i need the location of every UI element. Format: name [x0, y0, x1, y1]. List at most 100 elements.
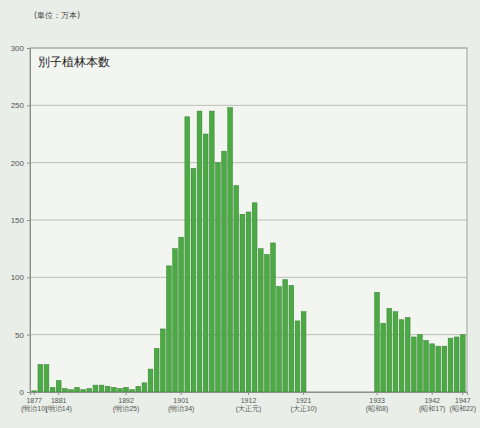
bar — [418, 335, 423, 392]
x-tick-mark — [58, 392, 59, 395]
x-tick: 1933(昭和8) — [366, 392, 389, 413]
bar — [295, 321, 300, 392]
y-tick: 150 — [11, 216, 30, 225]
y-tick-mark — [27, 163, 30, 164]
y-tick-mark — [27, 220, 30, 221]
grid-line — [30, 48, 467, 49]
bar — [87, 389, 92, 392]
x-tick-mark — [462, 392, 463, 395]
bar — [448, 338, 453, 392]
background — [0, 0, 480, 428]
bar — [75, 387, 80, 392]
x-tick-mark — [248, 392, 249, 395]
bar — [99, 385, 104, 392]
x-tick-label: 1933(昭和8) — [366, 397, 389, 413]
bar — [32, 391, 37, 392]
y-tick-mark — [27, 105, 30, 106]
x-tick: 1877(明治10) — [21, 392, 47, 413]
bar — [277, 287, 282, 392]
bar — [209, 111, 214, 392]
bar — [160, 329, 165, 392]
bar — [50, 387, 55, 392]
y-tick-mark — [27, 48, 30, 49]
x-tick-mark — [432, 392, 433, 395]
bar — [234, 186, 239, 392]
bar — [460, 335, 465, 392]
grid — [30, 48, 467, 392]
x-tick: 1901(明治34) — [168, 392, 194, 413]
x-tick-label: 1881(明治14) — [45, 397, 71, 413]
bar — [81, 390, 86, 392]
y-tick: 250 — [11, 101, 30, 110]
grid-line — [30, 162, 467, 163]
title: 別子植林本数 — [38, 55, 110, 69]
y-axis-title: (単位：万本) — [34, 11, 80, 20]
x-tick-label: 1877(明治10) — [21, 397, 47, 413]
bar — [222, 151, 227, 392]
bar — [430, 344, 435, 392]
bar — [173, 249, 178, 392]
bar — [185, 117, 190, 392]
x-tick-label: 1892(明治25) — [113, 397, 139, 413]
bar — [44, 364, 49, 392]
bar — [130, 390, 135, 392]
y-tick: 0 — [20, 388, 30, 397]
x-tick-label: 1912(大正元) — [236, 397, 262, 413]
x-tick-label: 1921(大正10) — [290, 397, 316, 413]
bar — [136, 386, 141, 392]
x-tick: 1892(明治25) — [113, 392, 139, 413]
y-tick: 300 — [11, 44, 30, 53]
x-tick-mark — [34, 392, 35, 395]
x-axis: 1877(明治10)1881(明治14) 1892(明治25) 1901(明治34)… — [21, 392, 476, 413]
bar — [405, 317, 410, 392]
bar — [301, 312, 306, 392]
x-tick-label: 1942(昭和17) — [419, 397, 445, 413]
y-tick: 200 — [11, 159, 30, 168]
y-tick-label: 50 — [15, 331, 24, 340]
bar — [436, 346, 441, 392]
bars — [32, 108, 465, 392]
bar — [167, 266, 172, 392]
bar — [252, 203, 257, 392]
y-axis: 0 50 100 150 200 250 300 — [11, 44, 31, 397]
bar — [38, 364, 43, 392]
bar — [197, 111, 202, 392]
bar — [375, 292, 380, 392]
x-tick: 1942(昭和17) — [419, 392, 445, 413]
x-tick-label: 1947(昭和22) — [450, 397, 476, 413]
bar — [289, 285, 294, 392]
bar — [271, 243, 276, 392]
x-tick-mark — [303, 392, 304, 395]
y-axis-line — [27, 49, 31, 393]
x-tick: 1947(昭和22) — [450, 392, 476, 413]
bar — [411, 337, 416, 392]
bar — [124, 387, 129, 392]
bar — [228, 108, 233, 392]
y-tick-label: 300 — [11, 44, 25, 53]
x-tick: 1881(明治14) — [45, 392, 71, 413]
bar — [111, 387, 116, 392]
chart: 0501001502002503001877(明治10)1881(明治14)18… — [0, 0, 480, 428]
bar — [69, 390, 74, 392]
x-tick: 1921(大正10) — [290, 392, 316, 413]
bar — [240, 214, 245, 392]
x-tick: 1912(大正元) — [236, 392, 262, 413]
plot-frame — [30, 48, 467, 392]
bar — [246, 212, 251, 392]
bar — [399, 320, 404, 392]
x-tick-label: 1901(明治34) — [168, 397, 194, 413]
bar — [154, 348, 159, 392]
y-tick: 100 — [11, 273, 30, 282]
bar — [142, 383, 147, 392]
y-tick-mark — [27, 335, 30, 336]
grid-line — [30, 105, 467, 106]
y-tick-label: 250 — [11, 101, 25, 110]
bar — [258, 249, 263, 392]
bar — [179, 237, 184, 392]
bar — [191, 168, 196, 392]
bar — [148, 369, 153, 392]
x-tick-mark — [126, 392, 127, 395]
bar — [93, 385, 98, 392]
y-tick-label: 150 — [11, 216, 25, 225]
y-tick: 50 — [15, 331, 30, 340]
